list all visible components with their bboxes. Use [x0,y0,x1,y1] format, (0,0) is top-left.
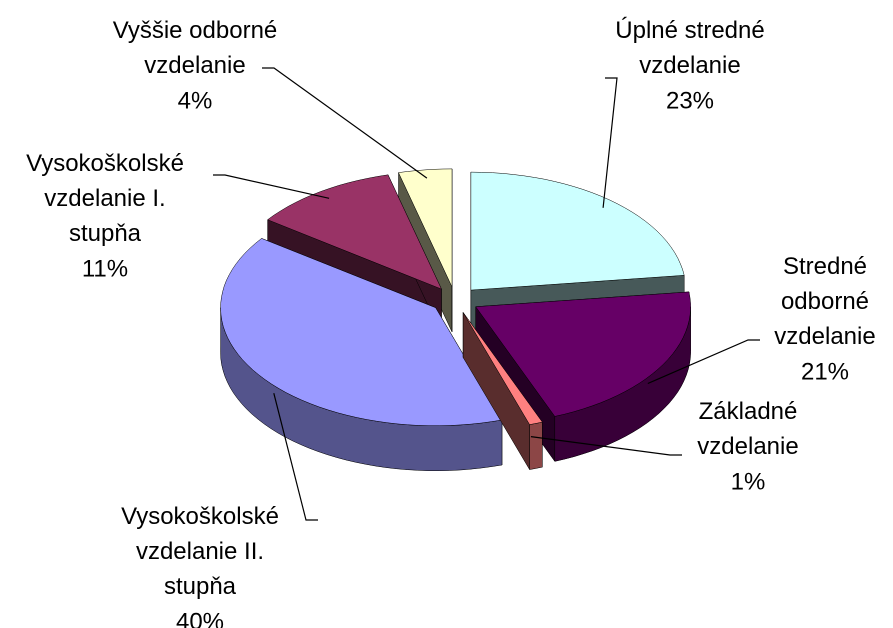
category-label: Stredné odborné vzdelanie [774,253,875,350]
category-label: Vysokoškolské vzdelanie I. stupňa [26,150,184,247]
category-label: Vysokoškolské vzdelanie II. stupňa [121,503,279,600]
value-label: 21% [801,358,849,385]
value-label: 23% [666,87,714,114]
slice [220,238,503,426]
slice [470,171,685,291]
value-label: 40% [176,608,224,628]
leader-line [647,339,760,385]
category-label: Úplné stredné vzdelanie [615,17,764,79]
leader-line [273,393,318,521]
slice [475,291,691,417]
slice-side [529,421,543,470]
leader-line [530,436,682,456]
slice [267,174,442,290]
category-label: Základné vzdelanie [697,398,798,460]
leader-line [213,174,330,199]
slice [462,312,543,425]
leader-line [262,67,428,179]
value-label: 4% [178,87,213,114]
leader-line [602,77,618,208]
value-label: 11% [82,255,128,282]
value-label: 1% [731,468,766,495]
slice [398,168,453,288]
category-label: Vyššie odborné vzdelanie [113,17,278,79]
